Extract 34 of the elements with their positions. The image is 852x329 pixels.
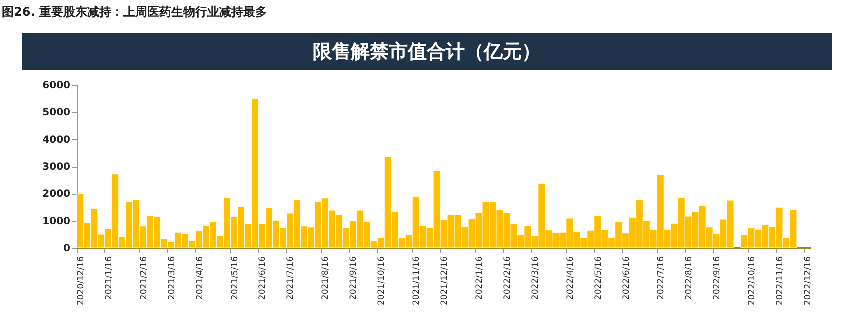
chart-title: 限售解禁市值合计（亿元） [313,41,541,63]
x-tick-label: 2022/7/16 [656,256,667,300]
x-tick-label: 2022/6/16 [622,256,632,300]
x-tick-label: 2022/12/16 [804,256,814,306]
x-tick-label: 2021/12/16 [440,256,450,306]
y-tick-label: 0 [64,244,71,254]
x-tick-label: 2022/2/16 [502,256,513,300]
y-tick-label: 2000 [42,189,71,200]
x-tick-label: 2022/5/16 [594,256,604,300]
x-tick-label: 2022/8/16 [684,256,695,300]
x-tick-label: 2022/4/16 [566,256,576,300]
x-tick-label: 2021/7/16 [286,256,296,300]
y-tick-label: 5000 [42,108,71,119]
x-tick-label: 2020/12/16 [76,256,86,306]
x-tick-label: 2021/2/16 [139,256,150,300]
x-tick-label: 2022/3/16 [530,256,541,300]
y-tick-label: 4000 [42,134,71,146]
x-tick-label: 2022/11/16 [776,256,786,306]
x-tick-label: 2022/9/16 [712,256,723,300]
x-tick-label: 2022/1/16 [474,256,485,300]
x-tick-label: 2021/1/16 [104,256,114,300]
x-tick-label: 2021/6/16 [258,256,268,300]
x-tick-label: 2021/4/16 [195,256,206,300]
x-tick-label: 2021/9/16 [349,256,360,300]
x-tick-label: 2021/10/16 [377,256,388,306]
y-tick-label: 6000 [42,80,71,92]
y-tick-label: 3000 [42,162,71,173]
caption: 图26. 重要股东减持：上周医药生物行业减持最多 [2,5,268,19]
x-tick-label: 2022/10/16 [748,256,758,306]
x-tick-label: 2021/3/16 [167,256,178,300]
x-tick-label: 2021/11/16 [412,256,422,306]
x-tick-label: 2021/8/16 [321,256,332,300]
x-tick-label: 2021/5/16 [230,256,240,300]
y-tick-label: 1000 [42,216,71,228]
